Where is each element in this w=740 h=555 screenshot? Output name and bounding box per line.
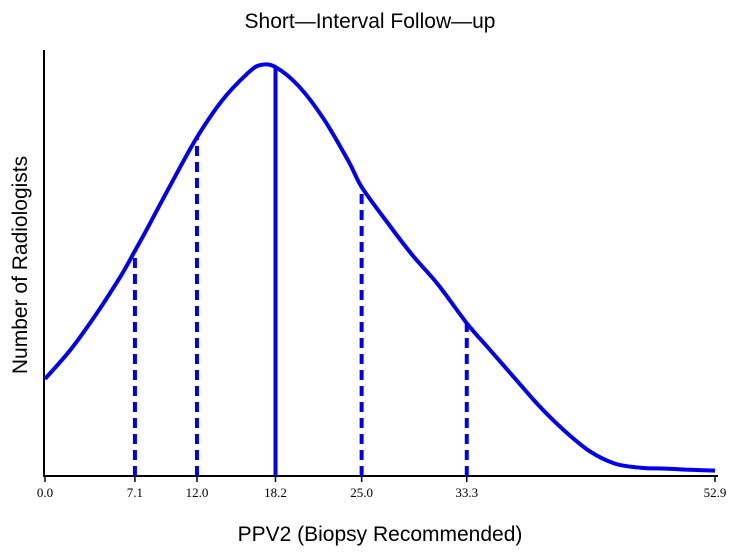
x-axis-label: PPV2 (Biopsy Recommended) xyxy=(238,523,523,546)
x-tick-label: 0.0 xyxy=(37,485,53,500)
x-tick-label: 12.0 xyxy=(186,485,209,500)
curve-layer xyxy=(43,62,716,473)
x-tick-label: 18.2 xyxy=(264,485,287,500)
chart-title: Short—Interval Follow—up xyxy=(245,10,496,33)
x-tick-label: 25.0 xyxy=(350,485,373,500)
x-tick-label: 33.3 xyxy=(455,485,478,500)
distribution-curve xyxy=(43,62,716,473)
x-tick-label: 7.1 xyxy=(127,485,143,500)
x-ticks: 0.0 7.1 12.0 18.2 25.0 33.3 52.9 xyxy=(37,476,727,500)
y-axis-label: Number of Radiologists xyxy=(9,156,32,374)
x-tick-label: 52.9 xyxy=(704,485,727,500)
reference-lines xyxy=(132,67,469,476)
